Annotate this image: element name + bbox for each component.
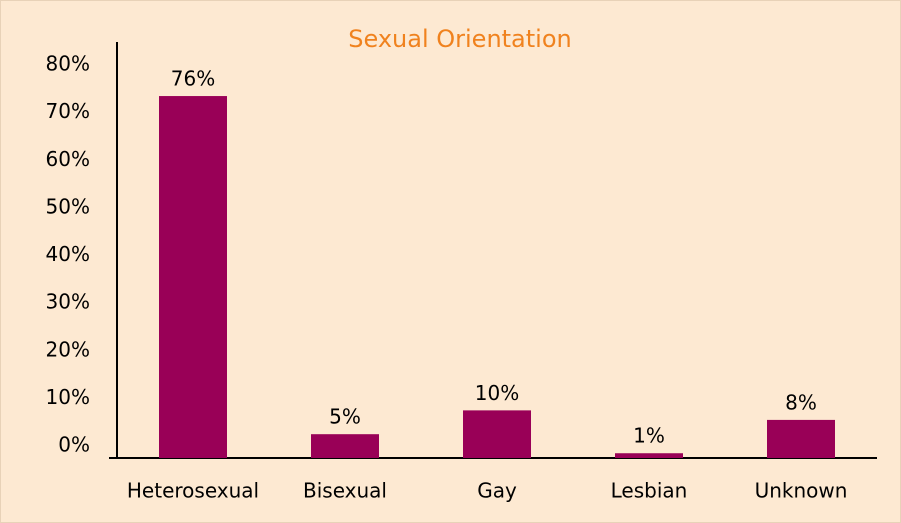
x-tick-label: Lesbian [611,479,688,503]
bar [463,410,531,458]
y-tick-label: 40% [46,242,90,266]
x-tick-label: Heterosexual [127,479,259,503]
bar [159,96,227,459]
bar [767,419,835,458]
data-label: 8% [785,390,817,414]
y-tick-label: 0% [58,433,90,457]
data-label: 10% [475,381,519,405]
x-tick-label: Gay [477,479,517,503]
x-tick-label: Bisexual [303,479,387,503]
y-tick-label: 10% [46,385,90,409]
y-tick-label: 80% [46,52,90,76]
chart-title: Sexual Orientation [348,25,572,53]
bar [615,453,683,458]
y-tick-label: 50% [46,194,90,218]
y-tick-label: 60% [46,147,90,171]
data-label: 1% [633,424,665,448]
data-label: 5% [329,405,361,429]
y-tick-label: 70% [46,99,90,123]
y-tick-label: 30% [46,290,90,314]
y-tick-label: 20% [46,337,90,361]
x-tick-label: Unknown [755,479,848,503]
bar [311,434,379,458]
data-label: 76% [171,67,215,91]
